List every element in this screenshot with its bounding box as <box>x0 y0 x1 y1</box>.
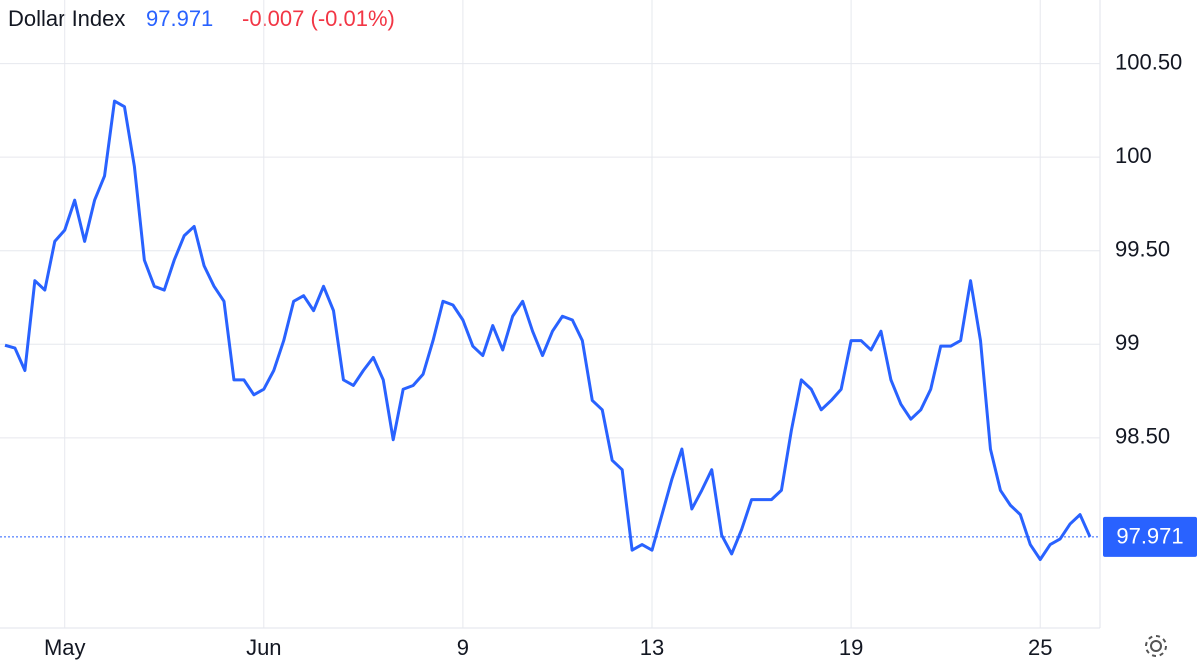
y-tick-label: 99.50 <box>1115 237 1170 262</box>
x-tick-label: 19 <box>839 635 863 660</box>
x-tick-label: Jun <box>246 635 281 660</box>
y-tick-label: 98.50 <box>1115 424 1170 449</box>
x-tick-label: 25 <box>1028 635 1052 660</box>
y-tick-label: 100.50 <box>1115 49 1182 74</box>
grid <box>0 0 1100 628</box>
price-badge <box>1103 516 1197 557</box>
header-change: -0.007 (-0.01%) <box>242 6 395 31</box>
y-tick-label: 100 <box>1115 143 1152 168</box>
x-tick-label: May <box>44 635 86 660</box>
chart-title: Dollar Index <box>8 6 125 31</box>
price-badge-label: 97.971 <box>1116 524 1183 549</box>
settings-icon[interactable] <box>1145 635 1167 657</box>
price-line <box>4 99 1092 562</box>
header-price: 97.971 <box>146 6 213 31</box>
x-tick-label: 9 <box>457 635 469 660</box>
y-tick-label: 99 <box>1115 330 1139 355</box>
x-tick-label: 13 <box>640 635 664 660</box>
